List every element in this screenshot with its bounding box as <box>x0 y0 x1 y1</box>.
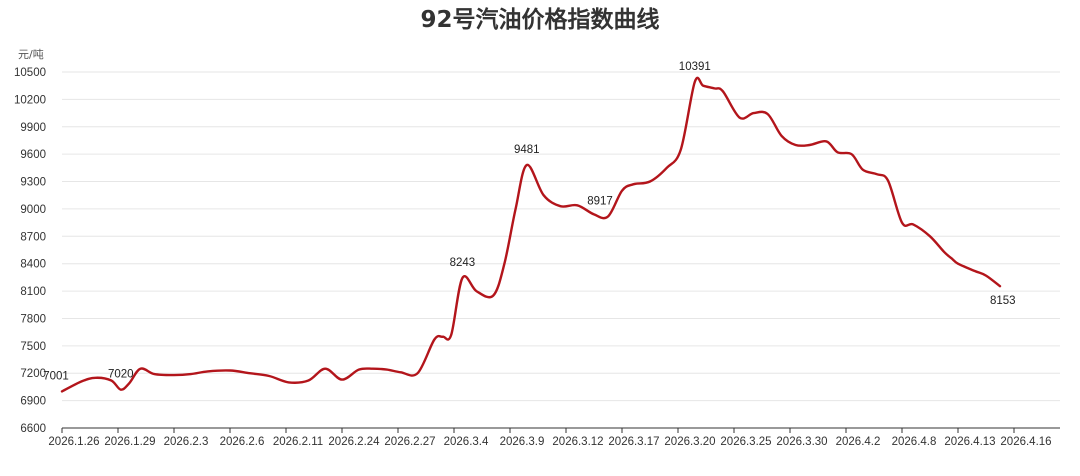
data-label: 7020 <box>108 369 134 381</box>
grid-lines <box>62 71 1060 402</box>
y-tick-label: 8700 <box>20 231 46 243</box>
chart-title: 92号汽油价格指数曲线 <box>420 7 660 33</box>
x-tick-label: 2026.2.6 <box>220 436 265 448</box>
x-tick-label: 2026.3.4 <box>444 436 489 448</box>
x-tick-label: 2026.2.3 <box>164 436 209 448</box>
y-tick-label: 9000 <box>20 204 46 216</box>
y-tick-label: 6600 <box>20 423 46 435</box>
axes <box>61 427 1060 433</box>
x-tick-label: 2026.2.27 <box>384 436 435 448</box>
data-label: 7001 <box>43 370 69 382</box>
x-tick-label: 2026.1.29 <box>104 436 155 448</box>
x-tick-label: 2026.4.13 <box>944 436 995 448</box>
data-label: 9481 <box>514 144 540 156</box>
y-tick-label: 10500 <box>14 67 46 79</box>
y-tick-label: 7200 <box>20 368 46 380</box>
x-tick-label: 2026.4.16 <box>1000 436 1051 448</box>
y-tick-label: 9300 <box>20 177 46 189</box>
x-tick-label: 2026.3.9 <box>500 436 545 448</box>
data-label: 8243 <box>450 257 476 269</box>
series <box>60 76 1002 393</box>
data-labels: 7001 7020 8243 9481 8917 10391 8153 <box>43 61 1015 382</box>
y-tick-label: 7800 <box>20 313 46 325</box>
x-tick-label: 2026.2.24 <box>328 436 380 448</box>
x-tick-label: 2026.3.25 <box>720 436 771 448</box>
x-tick-label: 2026.3.12 <box>552 436 603 448</box>
x-tick-label: 2026.4.8 <box>892 436 937 448</box>
x-tick-label: 2026.3.17 <box>608 436 659 448</box>
x-tick-label: 2026.2.11 <box>273 436 323 448</box>
y-tick-labels: 6600 6900 7200 7500 7800 8100 8400 8700 9000 9300… <box>14 67 46 435</box>
data-label: 8917 <box>587 195 613 207</box>
y-tick-label: 7500 <box>20 341 46 353</box>
data-label: 8153 <box>990 295 1016 307</box>
y-tick-label: 6900 <box>20 396 46 408</box>
y-axis-unit-label: 元/吨 <box>18 48 44 61</box>
y-tick-label: 8100 <box>20 286 46 298</box>
x-tick-label: 2026.3.30 <box>776 436 827 448</box>
series-line <box>60 76 1002 393</box>
y-tick-label: 8400 <box>20 259 46 271</box>
x-tick-label: 2026.3.20 <box>664 436 715 448</box>
y-tick-label: 10200 <box>14 94 46 106</box>
y-tick-label: 9600 <box>20 149 46 161</box>
x-tick-label: 2026.1.26 <box>48 436 99 448</box>
data-label: 10391 <box>679 61 711 73</box>
y-tick-label: 9900 <box>20 122 46 134</box>
x-tick-label: 2026.4.2 <box>836 436 881 448</box>
x-tick-labels: 2026.1.26 2026.1.29 2026.2.3 2026.2.6 2026.2… <box>48 436 1051 448</box>
